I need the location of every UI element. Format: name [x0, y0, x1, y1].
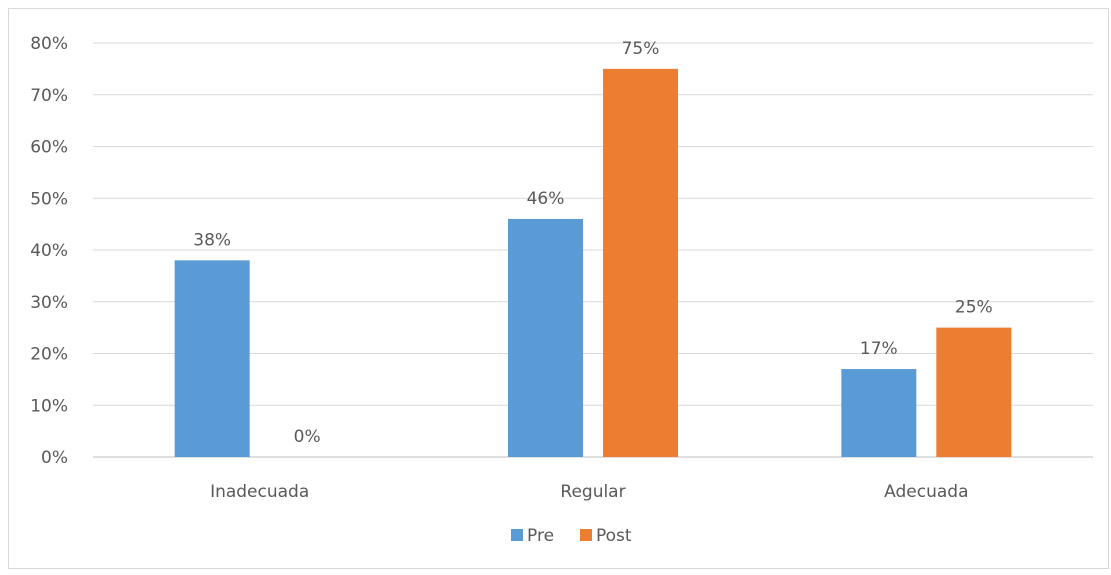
legend: Pre Post	[511, 526, 632, 546]
legend-label: Pre	[527, 526, 554, 546]
data-label: 25%	[955, 298, 993, 318]
bar-pre-inadecuada	[174, 260, 250, 457]
y-tick-label: 10%	[30, 396, 68, 416]
bar-post-adecuada	[936, 327, 1012, 457]
y-tick-label: 80%	[30, 34, 68, 54]
y-tick-label: 50%	[30, 189, 68, 209]
y-axis-ticks: 0% 10% 20% 30% 40% 50% 60% 70% 80%	[30, 34, 68, 468]
bar-pre-regular	[508, 218, 583, 457]
x-category-label: Adecuada	[884, 482, 968, 502]
x-category-label: Regular	[560, 482, 625, 502]
data-labels: 38% 0% 46% 75% 17% 25%	[193, 39, 992, 447]
y-tick-label: 20%	[30, 345, 68, 365]
chart-frame: 0% 10% 20% 30% 40% 50% 60% 70% 80% 38% 0% 46% 75% 17…	[8, 8, 1109, 569]
legend-swatch-pre	[511, 529, 523, 541]
data-label: 17%	[860, 339, 898, 359]
x-axis-categories: Inadecuada Regular Adecuada	[210, 482, 968, 502]
y-tick-label: 40%	[30, 241, 68, 261]
y-tick-label: 30%	[30, 293, 68, 313]
legend-label: Post	[596, 526, 632, 546]
bar-pre-adecuada	[841, 369, 917, 457]
gridlines	[93, 42, 1093, 458]
x-category-label: Inadecuada	[210, 482, 309, 502]
y-tick-label: 0%	[41, 448, 68, 468]
data-label: 0%	[294, 427, 321, 447]
data-label: 46%	[527, 189, 565, 209]
y-tick-label: 60%	[30, 138, 68, 158]
y-tick-label: 70%	[30, 86, 68, 106]
data-label: 38%	[193, 230, 231, 250]
bar-chart: 0% 10% 20% 30% 40% 50% 60% 70% 80% 38% 0% 46% 75% 17…	[30, 34, 1093, 546]
bars	[174, 68, 1012, 457]
data-label: 75%	[622, 39, 660, 59]
legend-swatch-post	[580, 529, 592, 541]
bar-post-regular	[603, 68, 678, 457]
